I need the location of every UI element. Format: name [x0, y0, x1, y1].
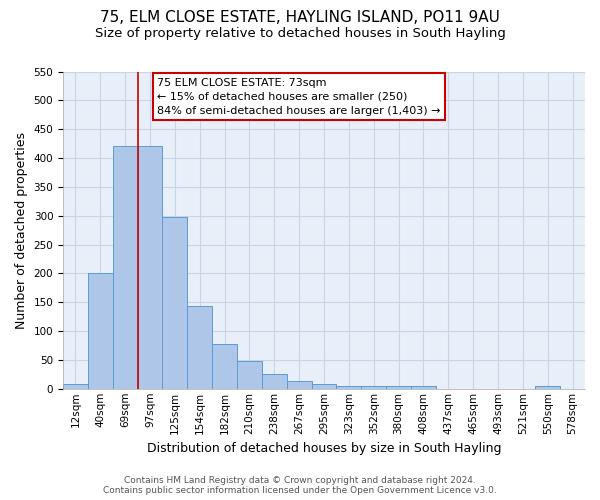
Bar: [535, 386, 560, 389]
Bar: [212, 344, 237, 389]
Bar: [88, 274, 113, 389]
Bar: [361, 386, 386, 389]
Bar: [237, 361, 262, 389]
Bar: [113, 146, 137, 389]
Text: Contains HM Land Registry data © Crown copyright and database right 2024.
Contai: Contains HM Land Registry data © Crown c…: [103, 476, 497, 495]
Bar: [311, 384, 337, 389]
Bar: [386, 386, 411, 389]
Bar: [337, 386, 361, 389]
Bar: [187, 306, 212, 389]
Y-axis label: Number of detached properties: Number of detached properties: [15, 132, 28, 328]
Text: 75, ELM CLOSE ESTATE, HAYLING ISLAND, PO11 9AU: 75, ELM CLOSE ESTATE, HAYLING ISLAND, PO…: [100, 10, 500, 25]
Bar: [63, 384, 88, 389]
Bar: [163, 217, 187, 389]
Bar: [411, 386, 436, 389]
Bar: [262, 374, 287, 389]
Bar: [287, 382, 311, 389]
Text: 75 ELM CLOSE ESTATE: 73sqm
← 15% of detached houses are smaller (250)
84% of sem: 75 ELM CLOSE ESTATE: 73sqm ← 15% of deta…: [157, 78, 440, 116]
X-axis label: Distribution of detached houses by size in South Hayling: Distribution of detached houses by size …: [147, 442, 501, 455]
Bar: [137, 146, 163, 389]
Text: Size of property relative to detached houses in South Hayling: Size of property relative to detached ho…: [95, 28, 505, 40]
